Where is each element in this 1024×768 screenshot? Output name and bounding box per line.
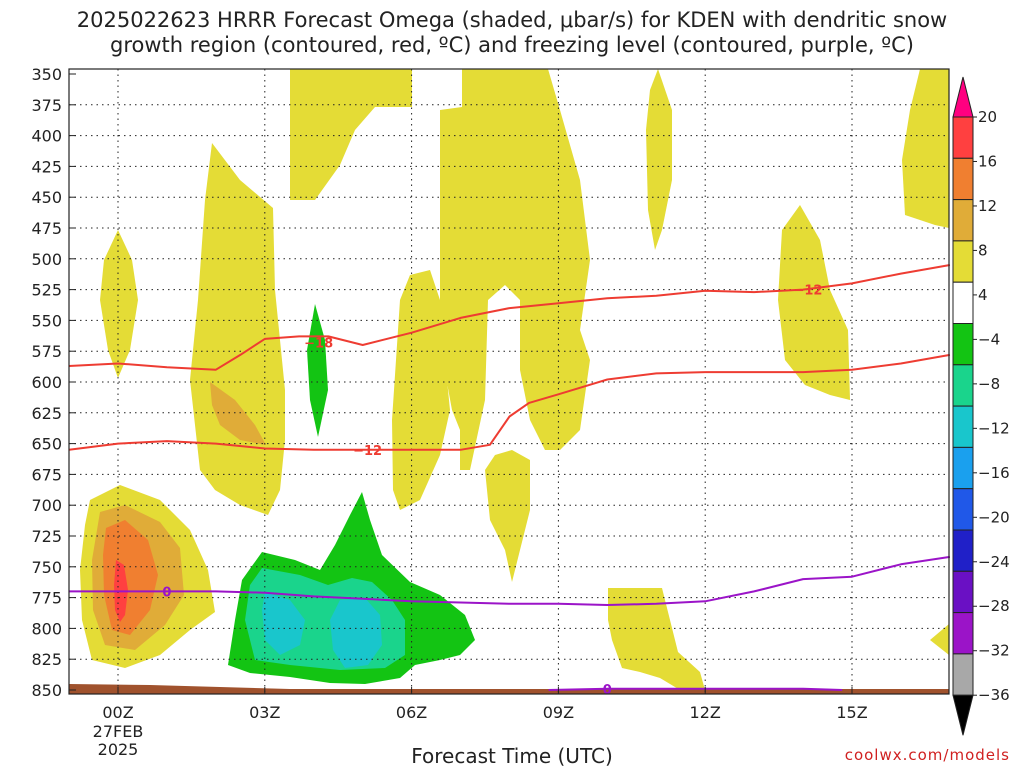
y-tick-label: 825	[31, 650, 62, 669]
y-tick-label: 500	[31, 250, 62, 269]
y-tick-label: 450	[31, 188, 62, 207]
terrain-band	[69, 684, 949, 694]
x-tick-date: 27FEB	[93, 722, 144, 741]
contour-line	[69, 264, 951, 371]
colorbar-segment	[952, 405, 974, 448]
omega-area	[290, 69, 412, 200]
omega-area	[608, 588, 705, 690]
x-axis-label: Forecast Time (UTC)	[411, 744, 613, 768]
colorbar-segment	[952, 240, 974, 283]
title-line-2: growth region (contoured, red, ºC) and f…	[110, 33, 914, 57]
x-tick-label: 06Z	[396, 703, 427, 722]
x-tick-label: 09Z	[543, 703, 574, 722]
title-line-1: 2025022623 HRRR Forecast Omega (shaded, …	[76, 8, 948, 32]
colorbar-segment	[952, 199, 974, 242]
y-tick-label: 700	[31, 496, 62, 515]
y-tick-label: 750	[31, 558, 62, 577]
y-tick-label: 475	[31, 219, 62, 238]
omega-area	[190, 143, 285, 515]
omega-area	[100, 230, 138, 378]
colorbar-segment	[952, 653, 974, 696]
colorbar-segment	[952, 570, 974, 614]
colorbar-label: 12	[978, 197, 997, 215]
omega-area	[330, 598, 382, 668]
colorbar-label: 20	[978, 108, 997, 126]
y-tick-label: 525	[31, 281, 62, 300]
colorbar-segment	[952, 364, 974, 407]
x-tick-label: 00Z	[102, 703, 133, 722]
y-tick-label: 575	[31, 342, 62, 361]
y-tick-label: 775	[31, 589, 62, 608]
contour-label: −18	[304, 337, 333, 352]
colorbar-label: −28	[978, 597, 1010, 615]
omega-area	[210, 382, 266, 445]
colorbar-label: −8	[978, 375, 1000, 393]
colorbar: 20 16 12 8 4 −4 −8 −12 −16 −20 −24 −28 −32 −36	[952, 76, 1010, 736]
contour-label: 0	[603, 683, 612, 698]
omega-area	[440, 69, 590, 470]
colorbar-label: 4	[978, 286, 988, 304]
colorbar-label: −4	[978, 330, 1000, 348]
omega-area	[262, 592, 305, 655]
site-credit: coolwx.com/models	[844, 746, 1010, 764]
contour-label: −12	[793, 284, 822, 299]
colorbar-segment	[952, 446, 974, 490]
y-tick-label: 650	[31, 435, 62, 454]
colorbar-label: −12	[978, 419, 1010, 437]
y-tick-label: 800	[31, 619, 62, 638]
contour-label: −12	[353, 444, 382, 459]
y-tick-label: 350	[31, 65, 62, 84]
colorbar-segment	[952, 529, 974, 572]
contour-line	[69, 555, 951, 606]
y-axis: 350 375 400 425 450 475 500 525 550 575 600 625 650 6…	[31, 65, 76, 700]
colorbar-segment	[952, 281, 974, 325]
contour-label: 0	[162, 585, 171, 600]
colorbar-segment	[952, 116, 974, 159]
y-tick-label: 400	[31, 127, 62, 146]
omega-area	[485, 450, 530, 582]
colorbar-segment	[952, 157, 974, 201]
y-tick-label: 625	[31, 404, 62, 423]
omega-area	[902, 69, 949, 228]
x-tick-label: 12Z	[690, 703, 721, 722]
y-tick-label: 725	[31, 527, 62, 546]
dendritic-growth-contours: −12 −12 −18	[68, 264, 951, 459]
y-tick-label: 850	[31, 681, 62, 700]
colorbar-label: −36	[978, 686, 1010, 704]
omega-area	[930, 624, 949, 655]
colorbar-bottom-arrow	[952, 694, 974, 736]
contour-line	[68, 353, 951, 451]
colorbar-label: −16	[978, 464, 1010, 482]
colorbar-label: 8	[978, 241, 988, 259]
colorbar-segment	[952, 488, 974, 531]
x-tick-label: 03Z	[249, 703, 280, 722]
x-tick-label: 15Z	[836, 703, 867, 722]
y-tick-label: 375	[31, 96, 62, 115]
gridlines	[69, 69, 949, 694]
y-tick-label: 425	[31, 157, 62, 176]
colorbar-label: 16	[978, 152, 997, 170]
omega-area	[307, 304, 328, 437]
colorbar-label: −20	[978, 508, 1010, 526]
colorbar-segment	[952, 612, 974, 655]
colorbar-label: −24	[978, 553, 1010, 571]
colorbar-segment	[952, 323, 974, 366]
omega-area	[646, 69, 672, 250]
y-tick-label: 675	[31, 465, 62, 484]
colorbar-top-arrow	[952, 76, 974, 118]
y-tick-label: 550	[31, 311, 62, 330]
y-tick-label: 600	[31, 373, 62, 392]
colorbar-label: −32	[978, 642, 1010, 660]
chart-title: 2025022623 HRRR Forecast Omega (shaded, …	[0, 8, 1024, 58]
x-tick-year: 2025	[98, 740, 139, 759]
